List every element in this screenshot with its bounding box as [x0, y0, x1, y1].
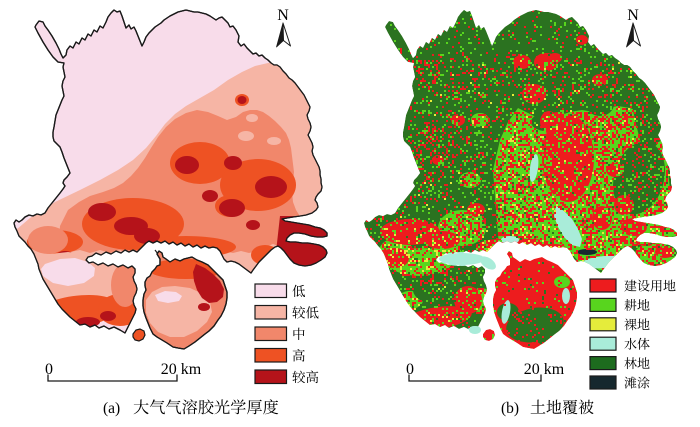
svg-text:N: N [627, 7, 639, 24]
svg-text:0: 0 [45, 361, 53, 378]
svg-text:(a): (a) [103, 400, 120, 417]
svg-text:N: N [277, 7, 289, 24]
svg-text:20 km: 20 km [524, 361, 565, 378]
svg-text:(b): (b) [501, 400, 519, 417]
svg-text:20 km: 20 km [161, 361, 202, 378]
svg-text:0: 0 [406, 361, 414, 378]
